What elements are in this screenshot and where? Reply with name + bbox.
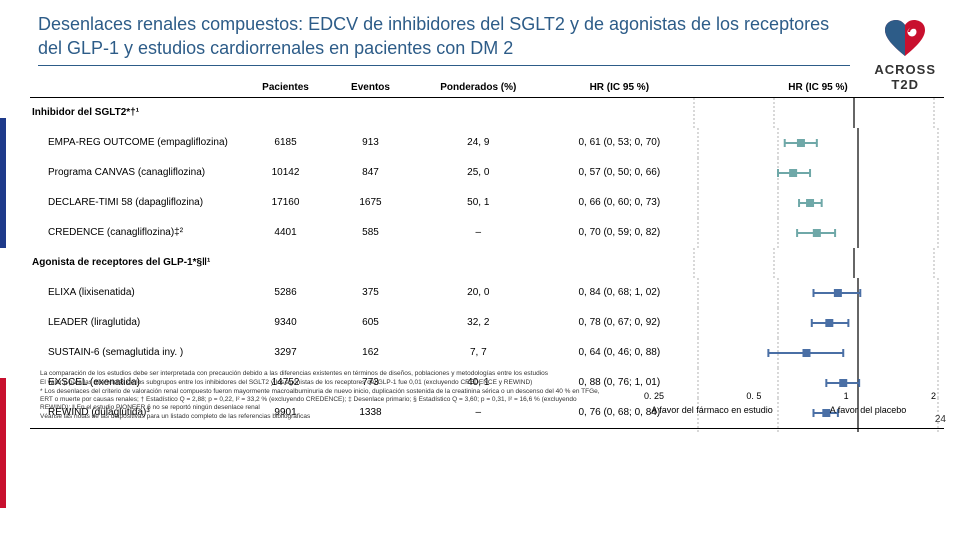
axis-left-label: A favor del fármaco en estudio <box>640 405 784 415</box>
col-pacientes: Pacientes <box>240 78 331 98</box>
row-ponderados: 20, 0 <box>410 278 547 308</box>
forest-cell <box>692 158 944 188</box>
forest-cell <box>692 128 944 158</box>
row-pacientes: 9340 <box>240 308 331 338</box>
row-pacientes: 6185 <box>240 128 331 158</box>
axis-right-label: A favor del placebo <box>796 405 940 415</box>
axis-ticks: 0. 25 0. 5 1 2 <box>640 391 940 401</box>
forest-cell <box>692 248 944 278</box>
row-pacientes: 3297 <box>240 338 331 368</box>
forest-cell <box>692 278 944 308</box>
row-eventos: 1675 <box>331 188 410 218</box>
table-row: SUSTAIN-6 (semaglutida iny. ) 3297 162 7… <box>30 338 944 368</box>
row-hr: 0, 78 (0, 67; 0, 92) <box>547 308 692 338</box>
row-hr: 0, 66 (0, 60; 0, 73) <box>547 188 692 218</box>
table-row: ELIXA (lixisenatida) 5286 375 20, 0 0, 8… <box>30 278 944 308</box>
footnote: La comparación de los estudios debe ser … <box>40 370 600 378</box>
header: Desenlaces renales compuestos: EDCV de i… <box>0 0 960 74</box>
forest-cell <box>692 218 944 248</box>
row-ponderados: 7, 7 <box>410 338 547 368</box>
row-name: CREDENCE (canagliflozina)‡² <box>30 218 240 248</box>
section-label: Agonista de receptores del GLP-1*§‖¹ <box>30 248 692 278</box>
row-name: Programa CANVAS (canagliflozina) <box>30 158 240 188</box>
forest-cell <box>692 188 944 218</box>
forest-cell <box>692 338 944 368</box>
col-hr-text: HR (IC 95 %) <box>547 78 692 98</box>
row-ponderados: 50, 1 <box>410 188 547 218</box>
table-row: DECLARE-TIMI 58 (dapagliflozina) 17160 1… <box>30 188 944 218</box>
row-eventos: 605 <box>331 308 410 338</box>
table-row: LEADER (liraglutida) 9340 605 32, 2 0, 7… <box>30 308 944 338</box>
tick: 0. 5 <box>746 391 761 401</box>
table-header-row: Pacientes Eventos Ponderados (%) HR (IC … <box>30 78 944 98</box>
table-bottom-rule <box>30 428 944 429</box>
table-row: CREDENCE (canagliflozina)‡² 4401 585 – 0… <box>30 218 944 248</box>
footnote: El valor p para las diferencias de los s… <box>40 379 600 387</box>
forest-axis: 0. 25 0. 5 1 2 A favor del fármaco en es… <box>640 391 940 415</box>
row-name: SUSTAIN-6 (semaglutida iny. ) <box>30 338 240 368</box>
content-area: Pacientes Eventos Ponderados (%) HR (IC … <box>0 74 960 429</box>
row-name: LEADER (liraglutida) <box>30 308 240 338</box>
forest-cell <box>692 97 944 128</box>
row-eventos: 913 <box>331 128 410 158</box>
table-row: Programa CANVAS (canagliflozina) 10142 8… <box>30 158 944 188</box>
row-ponderados: – <box>410 218 547 248</box>
row-hr: 0, 57 (0, 50; 0, 66) <box>547 158 692 188</box>
row-eventos: 847 <box>331 158 410 188</box>
col-name <box>30 78 240 98</box>
row-hr: 0, 84 (0, 68; 1, 02) <box>547 278 692 308</box>
table-row: EMPA-REG OUTCOME (empagliflozina) 6185 9… <box>30 128 944 158</box>
section-header: Inhibidor del SGLT2*†¹ <box>30 97 944 128</box>
row-pacientes: 10142 <box>240 158 331 188</box>
row-name: ELIXA (lixisenatida) <box>30 278 240 308</box>
row-pacientes: 5286 <box>240 278 331 308</box>
col-eventos: Eventos <box>331 78 410 98</box>
tick: 0. 25 <box>644 391 664 401</box>
row-ponderados: 25, 0 <box>410 158 547 188</box>
page-number: 24 <box>935 414 946 425</box>
row-hr: 0, 70 (0, 59; 0, 82) <box>547 218 692 248</box>
forest-cell <box>692 308 944 338</box>
row-ponderados: 24, 9 <box>410 128 547 158</box>
row-pacientes: 17160 <box>240 188 331 218</box>
row-pacientes: 4401 <box>240 218 331 248</box>
axis-labels: A favor del fármaco en estudio A favor d… <box>640 405 940 415</box>
row-eventos: 162 <box>331 338 410 368</box>
row-name: DECLARE-TIMI 58 (dapagliflozina) <box>30 188 240 218</box>
row-hr: 0, 61 (0, 53; 0, 70) <box>547 128 692 158</box>
page-title: Desenlaces renales compuestos: EDCV de i… <box>38 12 850 66</box>
footnotes: La comparación de los estudios debe ser … <box>40 370 600 423</box>
row-hr: 0, 64 (0, 46; 0, 88) <box>547 338 692 368</box>
row-eventos: 585 <box>331 218 410 248</box>
heart-icon <box>883 18 927 58</box>
section-header: Agonista de receptores del GLP-1*§‖¹ <box>30 248 944 278</box>
row-ponderados: 32, 2 <box>410 308 547 338</box>
row-name: EMPA-REG OUTCOME (empagliflozina) <box>30 128 240 158</box>
section-label: Inhibidor del SGLT2*†¹ <box>30 97 692 128</box>
tick: 1 <box>844 391 849 401</box>
tick: 2 <box>931 391 936 401</box>
row-eventos: 375 <box>331 278 410 308</box>
footnote: Véanse las notas de las diapositivas par… <box>40 413 600 421</box>
footnote: * Los desenlaces del criterio de valorac… <box>40 388 600 412</box>
col-ponderados: Ponderados (%) <box>410 78 547 98</box>
col-hr-plot: HR (IC 95 %) <box>692 78 944 98</box>
